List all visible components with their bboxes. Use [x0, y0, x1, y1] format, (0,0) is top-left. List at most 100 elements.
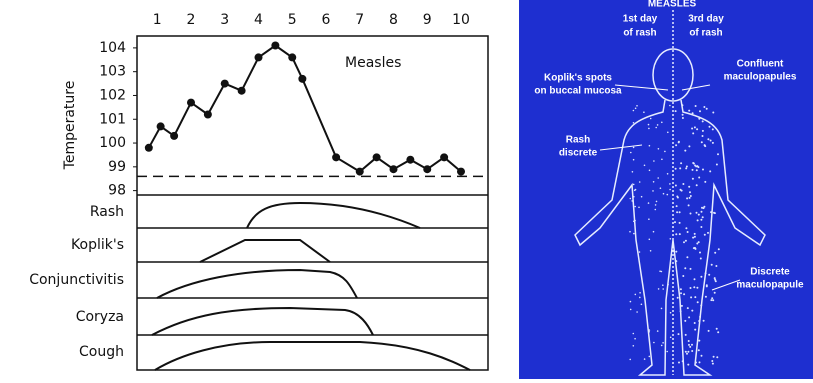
x-tick-label: 5: [288, 12, 297, 28]
rash-dot: [691, 310, 693, 312]
rash-dot: [701, 141, 703, 143]
rash-dot: [662, 288, 664, 290]
rash-dot: [712, 128, 714, 130]
rash-dot: [667, 132, 669, 134]
rash-dot: [702, 135, 704, 137]
rash-dot: [680, 288, 682, 290]
rash-dot: [696, 287, 698, 289]
rash-dot: [710, 140, 712, 142]
rash-dot: [700, 219, 702, 221]
rash-dot: [676, 196, 678, 198]
rash-dot: [635, 108, 637, 110]
header-line: 1st day: [623, 14, 658, 25]
rash-dot: [630, 152, 632, 154]
rash-dot: [675, 185, 677, 187]
y-tick-label: 101: [99, 111, 126, 127]
rash-dot: [644, 165, 646, 167]
rash-dot: [655, 209, 657, 211]
rash-dot: [658, 148, 660, 150]
rash-dot: [698, 340, 700, 342]
rash-dot: [684, 320, 686, 322]
rash-dot: [649, 329, 651, 331]
rash-dot: [691, 344, 693, 346]
rash-dot: [697, 301, 699, 303]
rash-dot: [684, 150, 686, 152]
rash-dot: [676, 211, 678, 213]
x-tick-label: 2: [187, 12, 196, 28]
rash-dot: [712, 142, 714, 144]
marker: [332, 153, 340, 161]
marker: [145, 144, 153, 152]
rash-dot: [666, 351, 668, 353]
rash-dot: [694, 296, 696, 298]
rash-dot: [700, 226, 702, 228]
rash-dot: [649, 145, 651, 147]
rash-dot: [690, 287, 692, 289]
marker: [356, 168, 364, 176]
rash-dot: [675, 251, 677, 253]
rash-dot: [687, 351, 689, 353]
rash-dot: [687, 231, 689, 233]
rash-dot: [679, 233, 681, 235]
rash-dot: [690, 213, 692, 215]
rash-dot: [710, 299, 712, 301]
label-line: discrete: [559, 148, 598, 159]
marker: [204, 111, 212, 119]
rash-dot: [661, 308, 663, 310]
x-tick-label: 1: [153, 12, 162, 28]
rash-dot: [669, 189, 671, 191]
rash-dot: [714, 277, 716, 279]
rash-dot: [636, 311, 638, 313]
rash-dot: [670, 337, 672, 339]
rash-dot: [629, 359, 631, 361]
rash-dot: [704, 144, 706, 146]
rash-dot: [686, 166, 688, 168]
rash-dot: [688, 316, 690, 318]
rash-dot: [698, 177, 700, 179]
rash-dot: [685, 351, 687, 353]
rash-dot: [630, 309, 632, 311]
rash-dot: [660, 187, 662, 189]
header-line: of rash: [623, 28, 656, 39]
rash-dot: [704, 181, 706, 183]
figure: Temperature Measles MEASLES 1st day of r…: [0, 0, 813, 379]
x-tick-label: 10: [452, 12, 470, 28]
rash-dot: [691, 128, 693, 130]
rash-dot: [692, 112, 694, 114]
rash-dot: [705, 272, 707, 274]
rash-dot: [690, 296, 692, 298]
x-tick-label: 9: [423, 12, 432, 28]
rash-dot: [706, 284, 708, 286]
illustration: MEASLES 1st day of rash 3rd day of rash …: [519, 0, 813, 379]
rash-dot: [648, 124, 650, 126]
rash-dot: [641, 196, 643, 198]
rash-dot: [708, 274, 710, 276]
rash-dot: [675, 110, 677, 112]
rash-dot: [698, 214, 700, 216]
rash-dot: [655, 127, 657, 129]
label-line: maculopapules: [724, 72, 797, 83]
rash-dot: [657, 177, 659, 179]
rash-dot: [667, 194, 669, 196]
rash-dot: [633, 333, 635, 335]
marker: [187, 99, 195, 107]
rash-dot: [702, 130, 704, 132]
rash-dot: [685, 167, 687, 169]
rash-dot: [630, 198, 632, 200]
header-line: of rash: [689, 28, 722, 39]
rash-dot: [683, 241, 685, 243]
rash-dot: [655, 204, 657, 206]
marker: [255, 53, 263, 61]
marker: [406, 156, 414, 164]
rash-dot: [689, 346, 691, 348]
rash-dot: [658, 288, 660, 290]
rash-dot: [682, 275, 684, 277]
rash-dot: [639, 251, 641, 253]
y-tick-label: 98: [108, 183, 126, 199]
rash-dot: [698, 349, 700, 351]
rash-dot: [662, 342, 664, 344]
y-tick-label: 104: [99, 40, 126, 56]
row-label: Koplik's: [71, 237, 124, 253]
rash-dot: [713, 356, 715, 358]
rash-dot: [688, 340, 690, 342]
